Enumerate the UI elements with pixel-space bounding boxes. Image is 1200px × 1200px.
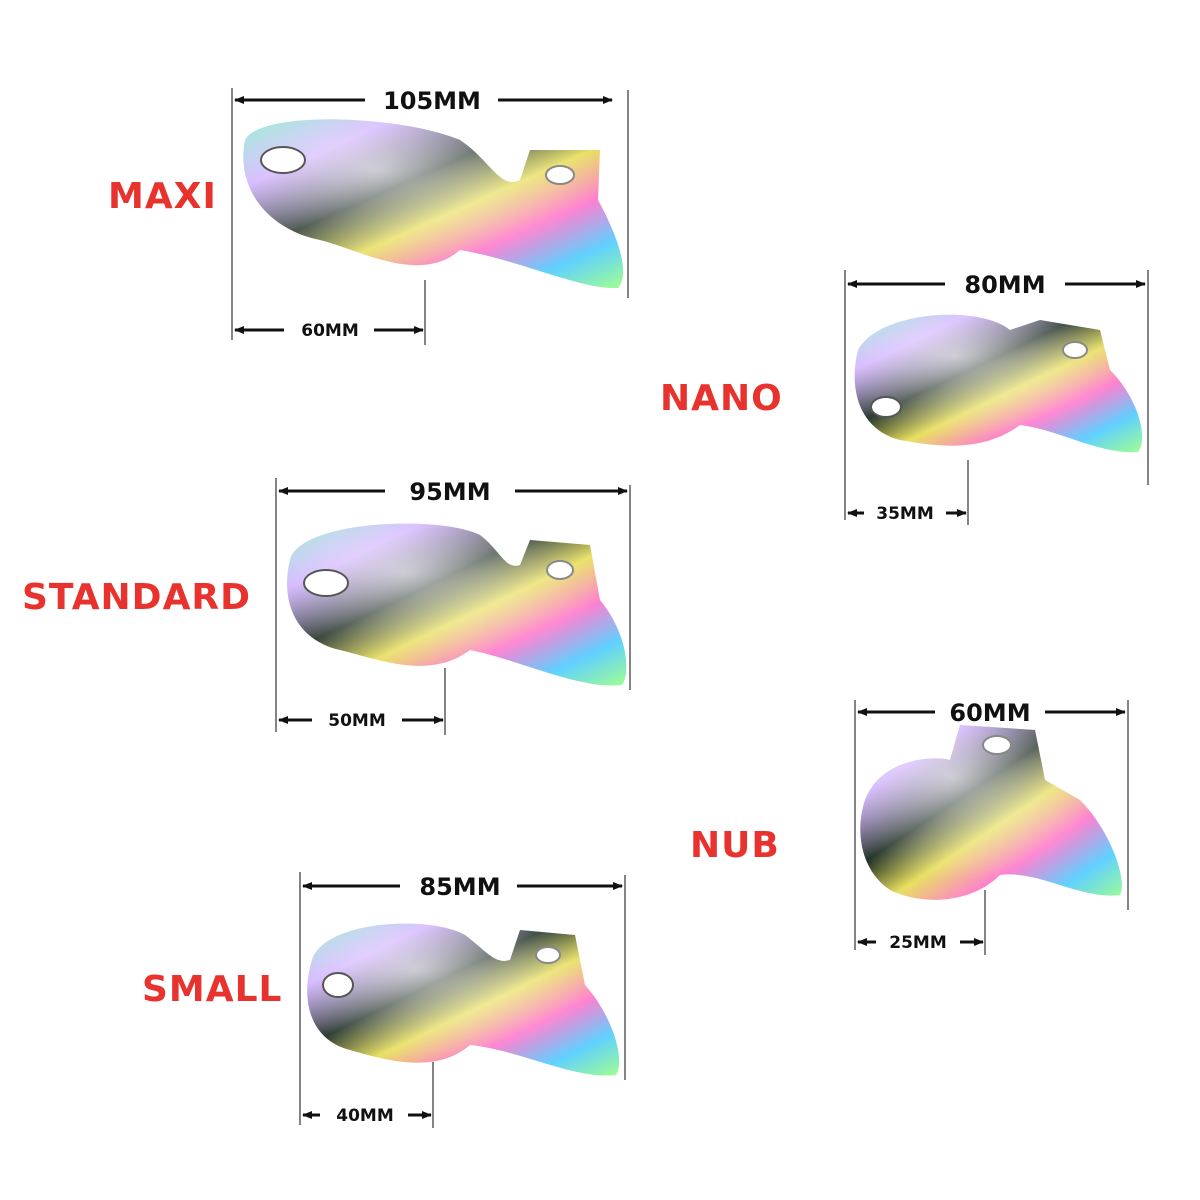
opening-dimension: 60MM: [301, 321, 359, 341]
product-image-maxi: [243, 119, 624, 289]
opening-hole: [260, 146, 306, 174]
length-dimension: 105MM: [383, 87, 481, 115]
opening-dimension: 25MM: [889, 933, 947, 953]
size-label: STANDARD: [22, 577, 251, 618]
product-image-nano: [854, 314, 1143, 453]
size-label: MAXI: [108, 176, 217, 217]
size-maxi: MAXI 105MM 60MM: [108, 87, 629, 345]
opening-dimension: 40MM: [336, 1106, 394, 1126]
size-label: SMALL: [142, 969, 283, 1010]
length-dimension: 85MM: [419, 873, 500, 901]
size-nano: NANO 80MM 35MM: [660, 270, 1149, 525]
length-dimension: 80MM: [964, 271, 1045, 299]
opening-hole: [322, 972, 354, 998]
size-label: NUB: [690, 825, 780, 866]
length-dimension: 95MM: [409, 478, 490, 506]
size-nub: NUB 60MM 25MM: [690, 699, 1129, 955]
product-image-standard: [287, 523, 627, 686]
lock-keyhole: [546, 560, 574, 580]
opening-dimension: 50MM: [328, 711, 386, 731]
size-label: NANO: [660, 378, 783, 419]
lock-keyhole: [535, 946, 561, 964]
size-small: SMALL 85MM 40MM: [142, 872, 626, 1128]
product-image-small: [307, 923, 620, 1076]
lock-keyhole: [545, 165, 575, 185]
opening-hole: [870, 396, 902, 418]
opening-hole: [303, 569, 349, 597]
product-image-nub: [860, 725, 1122, 900]
opening-dimension: 35MM: [876, 504, 934, 524]
lock-keyhole: [982, 735, 1012, 755]
lock-keyhole: [1062, 341, 1088, 359]
length-dimension: 60MM: [949, 699, 1030, 727]
size-standard: STANDARD 95MM 50MM: [22, 478, 631, 735]
